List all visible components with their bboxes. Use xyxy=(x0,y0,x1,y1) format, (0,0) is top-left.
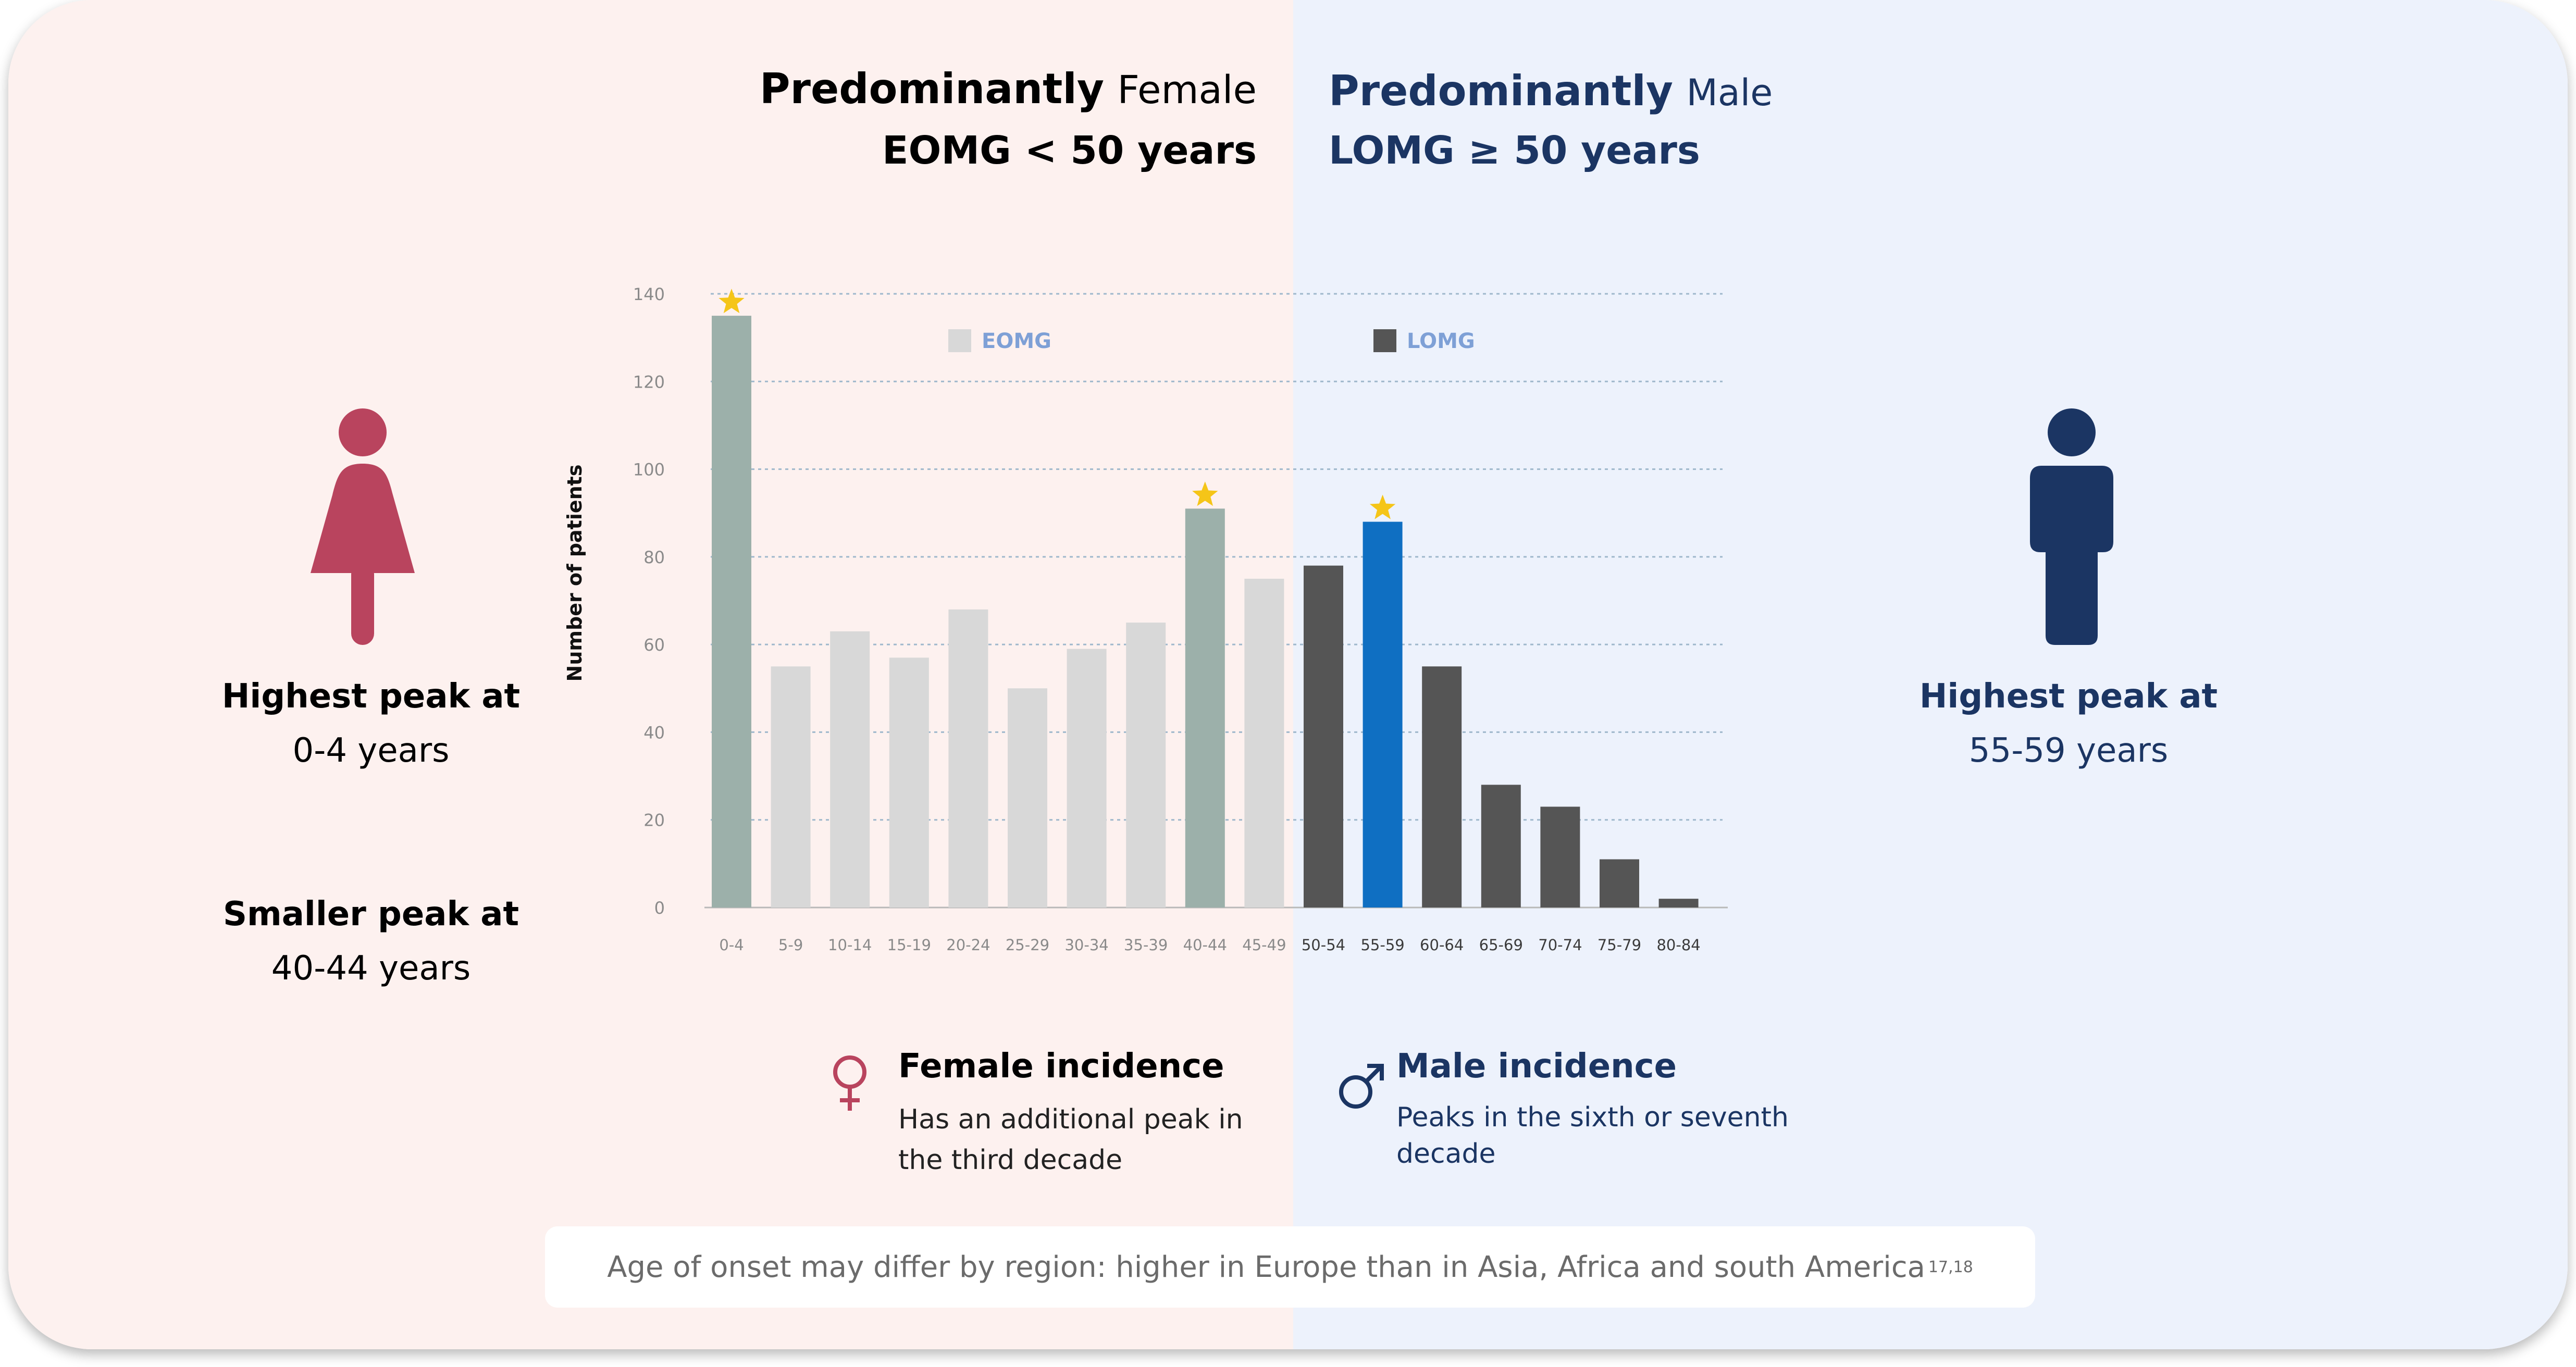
y-tick-label: 80 xyxy=(643,548,665,567)
bar-50-54 xyxy=(1304,565,1343,908)
left-title-word: Female xyxy=(1117,68,1257,113)
male-panel-background xyxy=(1293,0,2568,1349)
x-tick-label: 5-9 xyxy=(778,936,803,954)
bar-80-84 xyxy=(1658,899,1699,908)
x-tick-label: 0-4 xyxy=(719,936,744,954)
bar-35-39 xyxy=(1126,623,1166,908)
y-tick-label: 20 xyxy=(643,811,665,830)
footer-refs: 17,18 xyxy=(1928,1258,1973,1276)
x-tick-label: 70-74 xyxy=(1538,936,1582,954)
x-tick-label: 15-19 xyxy=(887,936,931,954)
y-tick-label: 120 xyxy=(633,372,665,392)
star-icon xyxy=(1192,481,1218,506)
right-title-bold: Predominantly xyxy=(1329,67,1674,115)
y-axis-title: Number of patients xyxy=(563,465,586,682)
legend-swatch-lomg xyxy=(1373,329,1396,352)
male-symbol-icon xyxy=(1339,1064,1384,1109)
legend-label-lomg: LOMG xyxy=(1407,329,1475,353)
y-tick-label: 0 xyxy=(654,898,665,918)
x-tick-label: 20-24 xyxy=(946,936,990,954)
left-title-line2: EOMG < 50 years xyxy=(882,128,1257,173)
infographic-card: Predominantly Female EOMG < 50 years Pre… xyxy=(8,0,2568,1349)
x-tick-label: 60-64 xyxy=(1420,936,1464,954)
x-tick-label: 35-39 xyxy=(1124,936,1168,954)
bar-45-49 xyxy=(1244,578,1284,908)
bar-70-74 xyxy=(1540,806,1580,908)
y-tick-label: 100 xyxy=(633,460,665,480)
female-symbol-icon xyxy=(833,1055,866,1111)
bar-30-34 xyxy=(1067,649,1107,908)
bar-5-9 xyxy=(771,666,811,908)
male-figure-icon xyxy=(2030,408,2113,645)
female-highest-peak-label: Highest peak at xyxy=(221,677,521,716)
x-tick-label: 55-59 xyxy=(1360,936,1404,954)
star-icon xyxy=(719,289,745,314)
female-incidence-title: Female incidence xyxy=(898,1047,1224,1086)
bar-25-29 xyxy=(1008,688,1047,908)
bar-40-44 xyxy=(1185,508,1225,908)
left-title-bold: Predominantly xyxy=(759,65,1104,113)
x-tick-label: 45-49 xyxy=(1242,936,1286,954)
x-tick-label: 50-54 xyxy=(1302,936,1345,954)
y-tick-label: 40 xyxy=(643,723,665,742)
footer-text: Age of onset may differ by region: highe… xyxy=(607,1250,1925,1284)
female-smaller-peak-label: Smaller peak at xyxy=(222,895,519,934)
left-title-line1: Predominantly Female xyxy=(760,65,1257,113)
right-title-line2: LOMG ≥ 50 years xyxy=(1329,128,1700,173)
bar-60-64 xyxy=(1422,666,1462,908)
bar-0-4 xyxy=(712,316,751,908)
male-highest-peak-label: Highest peak at xyxy=(1919,677,2218,716)
bar-10-14 xyxy=(830,631,870,908)
x-tick-label: 75-79 xyxy=(1597,936,1641,954)
star-icon xyxy=(1369,494,1396,519)
x-tick-label: 10-14 xyxy=(828,936,872,954)
female-smaller-peak-value: 40-44 years xyxy=(271,949,471,988)
y-tick-label: 140 xyxy=(633,284,665,304)
female-incidence-desc: Has an additional peak in the third deca… xyxy=(898,1104,1243,1176)
female-highest-peak-value: 0-4 years xyxy=(292,731,450,770)
age-onset-bar-chart: 0 20 40 60 80 100 120 140 Number of patients 0-4 5… xyxy=(563,284,1728,954)
x-tick-label: 65-69 xyxy=(1479,936,1523,954)
x-tick-label: 30-34 xyxy=(1064,936,1108,954)
male-highest-peak-value: 55-59 years xyxy=(1968,731,2169,770)
bar-75-79 xyxy=(1600,859,1639,908)
right-title-word: Male xyxy=(1686,71,1773,114)
x-tick-label: 80-84 xyxy=(1656,936,1700,954)
x-tick-label: 25-29 xyxy=(1006,936,1049,954)
bar-65-69 xyxy=(1481,785,1521,908)
legend-label-eomg: EOMG xyxy=(982,329,1051,353)
male-incidence-title: Male incidence xyxy=(1396,1047,1677,1086)
x-tick-label: 40-44 xyxy=(1183,936,1227,954)
male-incidence-desc: Peaks in the sixth or seventh decade xyxy=(1396,1102,1789,1170)
bar-15-19 xyxy=(889,657,929,908)
legend-swatch-eomg xyxy=(948,329,971,352)
y-tick-label: 60 xyxy=(643,635,665,655)
bar-55-59 xyxy=(1363,521,1403,908)
bar-20-24 xyxy=(948,609,988,908)
female-figure-icon xyxy=(311,408,415,645)
footer-note: Age of onset may differ by region: highe… xyxy=(545,1226,2035,1308)
right-title-line1: Predominantly Male xyxy=(1329,67,1773,115)
